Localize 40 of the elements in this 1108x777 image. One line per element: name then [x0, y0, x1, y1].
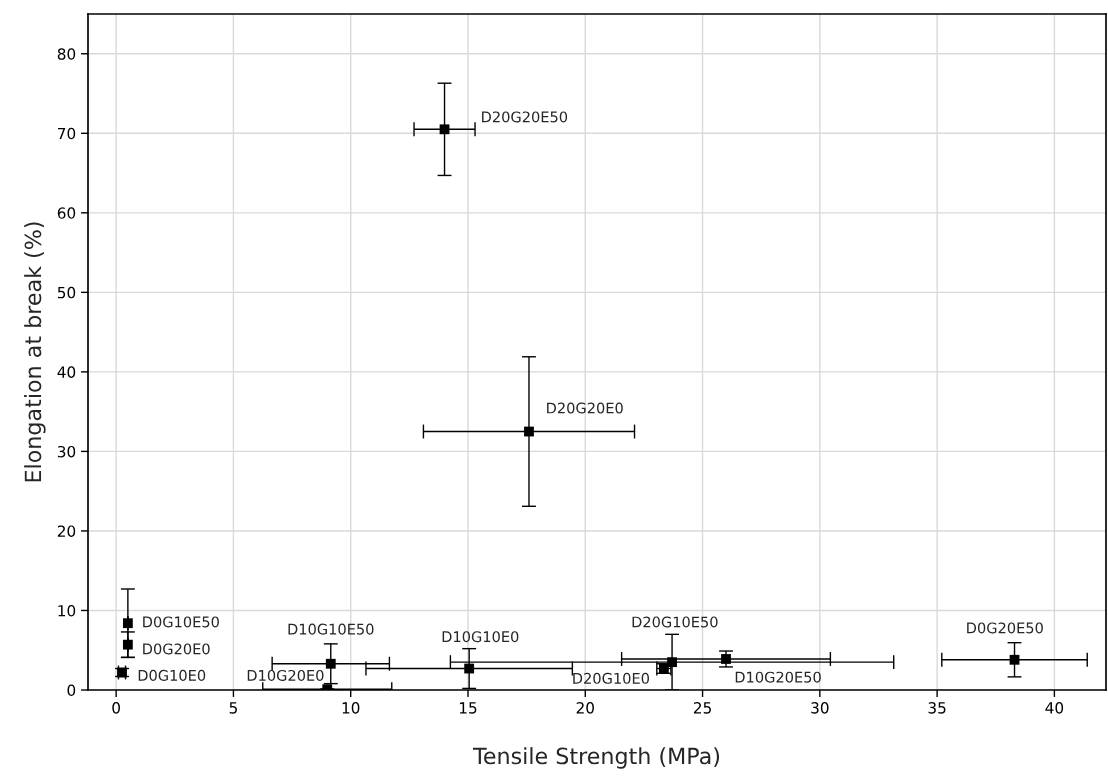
annotation: D0G20E0 [143, 643, 210, 655]
point [1009, 654, 1020, 665]
y-tick-label: 60 [57, 207, 76, 219]
annotation: D20G10E0 [573, 672, 649, 684]
y-tick-label: 20 [57, 525, 76, 537]
point [464, 663, 475, 674]
x-tick-label: 10 [342, 702, 360, 714]
point [439, 124, 450, 135]
y-tick-label: 80 [57, 48, 76, 60]
x-tick-label: 25 [693, 702, 711, 714]
point [325, 658, 336, 669]
annotation: D0G20E50 [967, 622, 1043, 634]
annotation: D0G10E0 [138, 669, 206, 681]
annotation: D10G20E50 [735, 671, 821, 683]
x-tick-label: 5 [229, 702, 237, 714]
x-tick-label: 20 [576, 702, 594, 714]
x-tick-label: 30 [811, 702, 829, 714]
point [122, 639, 133, 650]
annotation: D20G20E0 [547, 402, 623, 414]
y-tick-label: 40 [57, 366, 76, 378]
y-tick-label: 70 [58, 127, 76, 140]
x-axis-title: Tensile Strength (MPa) [472, 747, 720, 769]
x-tick-label: 35 [928, 702, 946, 714]
annotation: D0G10E50 [143, 616, 219, 628]
point [721, 654, 731, 664]
annotation: D10G20E0 [247, 669, 324, 681]
y-axis-title: Elongation at break (%) [24, 222, 46, 482]
annotation: D20G20E50 [482, 111, 568, 123]
y-tick-label: 30 [57, 445, 76, 458]
y-tick-label: 10 [58, 604, 76, 617]
point [667, 657, 677, 668]
x-tick-label: 15 [459, 702, 477, 714]
annotation: D10G10E0 [442, 631, 519, 643]
y-tick-label: 50 [57, 286, 76, 299]
x-tick-label: 40 [1045, 702, 1064, 714]
x-tick-label: 0 [112, 702, 120, 714]
point [524, 426, 534, 437]
y-tick-label: 0 [67, 684, 76, 697]
annotation: D10G10E50 [288, 623, 374, 635]
annotation: D20G10E50 [632, 616, 718, 628]
